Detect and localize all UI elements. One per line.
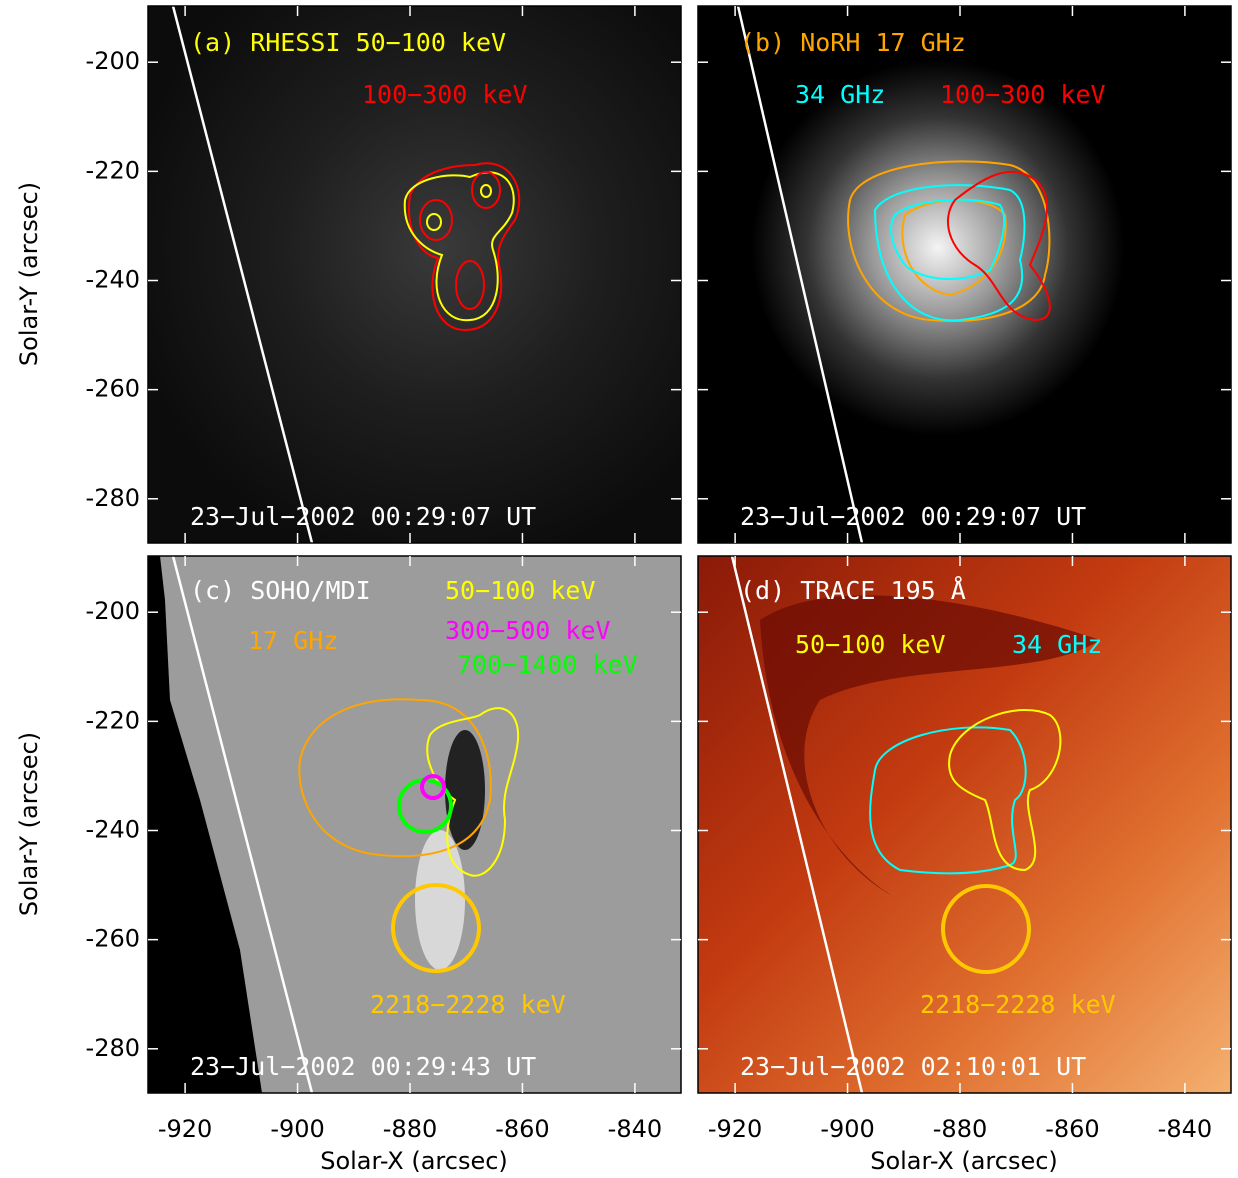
figure: (a) RHESSI 50−100 keV 100−300 keV 23−Jul… [0, 0, 1238, 1178]
y-tick-label: -280 [86, 1034, 140, 1062]
legend-label: 17 GHz [248, 626, 338, 655]
y-tick-label: -240 [86, 816, 140, 844]
legend-label: 50−100 keV [445, 576, 596, 605]
x-tick-label: -860 [1045, 1115, 1099, 1143]
x-tick-label: -880 [933, 1115, 987, 1143]
y-tick-label: -240 [86, 266, 140, 294]
timestamp: 23−Jul−2002 00:29:43 UT [190, 1052, 536, 1081]
y-tick-label: -280 [86, 484, 140, 512]
y-axis-label: Solar-Y (arcsec) [15, 732, 43, 916]
x-tick-label: -920 [158, 1115, 212, 1143]
panel-title: (c) SOHO/MDI [190, 576, 371, 605]
x-tick-label: -840 [1158, 1115, 1212, 1143]
y-tick-label: -200 [86, 597, 140, 625]
y-tick-label: -220 [86, 156, 140, 184]
legend-label: 50−100 keV [795, 630, 946, 659]
x-tick-label: -880 [383, 1115, 437, 1143]
x-tick-label: -840 [608, 1115, 662, 1143]
legend-label: 300−500 keV [445, 616, 611, 645]
panel-title: (b) NoRH 17 GHz [740, 28, 966, 57]
legend-label: 700−1400 keV [457, 650, 638, 679]
legend-label: 2218−2228 keV [370, 990, 566, 1019]
x-axis-label: Solar-X (arcsec) [320, 1147, 508, 1175]
panel-title: (a) RHESSI 50−100 keV [190, 28, 506, 57]
x-tick-label: -920 [708, 1115, 762, 1143]
y-tick-label: -220 [86, 706, 140, 734]
x-tick-label: -860 [495, 1115, 549, 1143]
legend-label: 100−300 keV [940, 80, 1106, 109]
timestamp: 23−Jul−2002 02:10:01 UT [740, 1052, 1086, 1081]
timestamp: 23−Jul−2002 00:29:07 UT [190, 502, 536, 531]
y-tick-label: -200 [86, 47, 140, 75]
mdi-feature [445, 730, 485, 850]
y-tick-label: -260 [86, 925, 140, 953]
x-tick-label: -900 [270, 1115, 324, 1143]
legend-label: 2218−2228 keV [920, 990, 1116, 1019]
panel-title: (d) TRACE 195 Å [740, 576, 966, 605]
legend-label: 34 GHz [1012, 630, 1102, 659]
legend-label: 34 GHz [795, 80, 885, 109]
timestamp: 23−Jul−2002 00:29:07 UT [740, 502, 1086, 531]
y-axis-label: Solar-Y (arcsec) [15, 182, 43, 366]
x-tick-label: -900 [820, 1115, 874, 1143]
legend-label: 100−300 keV [362, 80, 528, 109]
x-axis-label: Solar-X (arcsec) [870, 1147, 1058, 1175]
y-tick-label: -260 [86, 375, 140, 403]
